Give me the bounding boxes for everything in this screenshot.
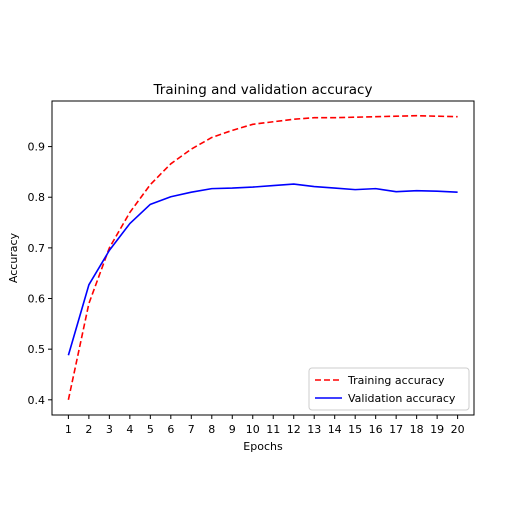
- training-accuracy-line: [67, 114, 458, 400]
- x-tick-label: 18: [410, 423, 424, 436]
- y-tick-label: 0.5: [28, 343, 46, 356]
- x-tick-label: 11: [266, 423, 280, 436]
- legend-label-training: Training accuracy: [347, 374, 445, 387]
- y-tick-label: 0.4: [28, 394, 46, 407]
- y-axis-title: Accuracy: [7, 232, 20, 283]
- x-tick-label: 10: [246, 423, 260, 436]
- y-tick-label: 0.9: [28, 141, 46, 154]
- x-tick-label: 5: [147, 423, 154, 436]
- x-tick-label: 15: [348, 423, 362, 436]
- x-tick-label: 13: [307, 423, 321, 436]
- x-tick-label: 4: [126, 423, 133, 436]
- legend-label-validation: Validation accuracy: [348, 392, 456, 405]
- axes-frame: [51, 100, 475, 416]
- chart-title: Training and validation accuracy: [153, 82, 373, 98]
- plot-area: [67, 114, 458, 400]
- x-tick-label: 6: [167, 423, 174, 436]
- y-axis: 0.4 0.5 0.6 0.7 0.8 0.9: [28, 141, 52, 407]
- x-tick-label: 17: [389, 423, 403, 436]
- x-tick-label: 19: [430, 423, 444, 436]
- x-axis-title: Epochs: [243, 440, 283, 453]
- y-tick-label: 0.8: [28, 191, 46, 204]
- x-tick-label: 3: [106, 423, 113, 436]
- x-tick-label: 12: [287, 423, 301, 436]
- x-tick-label: 14: [328, 423, 342, 436]
- x-tick-label: 9: [229, 423, 236, 436]
- legend-box: [308, 367, 470, 411]
- x-axis: 1 2 3 4 5 6 7 8 9 10 11 12 13 14 15 16 17 18 19 20: [65, 415, 465, 436]
- legend: Training accuracy Validation accuracy: [308, 367, 470, 411]
- x-tick-label: 20: [451, 423, 465, 436]
- x-tick-label: 7: [188, 423, 195, 436]
- x-tick-label: 1: [65, 423, 72, 436]
- x-tick-label: 2: [85, 423, 92, 436]
- x-tick-label: 16: [369, 423, 383, 436]
- validation-accuracy-line: [67, 183, 458, 356]
- y-tick-label: 0.6: [28, 293, 46, 306]
- y-tick-label: 0.7: [28, 242, 46, 255]
- x-tick-label: 8: [208, 423, 215, 436]
